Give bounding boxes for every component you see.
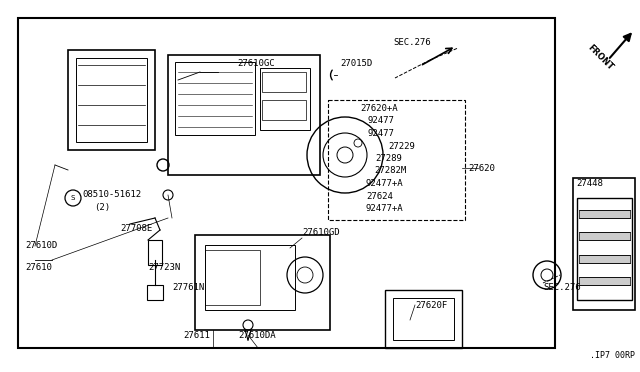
Text: 92477+A: 92477+A [366, 179, 404, 187]
Text: SEC.276: SEC.276 [543, 282, 580, 292]
Text: .IP7 00RP: .IP7 00RP [590, 351, 635, 360]
Text: 27610GD: 27610GD [302, 228, 340, 237]
Text: S: S [71, 195, 75, 201]
Bar [579, 255, 630, 263]
Bar [68, 50, 155, 150]
Bar [260, 68, 310, 130]
Text: 27610DA: 27610DA [238, 331, 276, 340]
Text: 27620F: 27620F [415, 301, 447, 311]
Bar [147, 285, 163, 300]
Text: 27015D: 27015D [340, 58, 372, 67]
Bar [262, 100, 306, 120]
Text: SEC.276: SEC.276 [393, 38, 431, 46]
Text: 27761N: 27761N [172, 283, 204, 292]
Bar [579, 210, 630, 218]
Text: 92477: 92477 [368, 128, 395, 138]
Bar [328, 100, 465, 220]
Bar [168, 55, 320, 175]
Bar [385, 290, 462, 348]
Text: FRONT: FRONT [586, 44, 614, 73]
Bar [18, 18, 555, 348]
Text: (2): (2) [94, 202, 110, 212]
Bar [393, 298, 454, 340]
Text: 27448: 27448 [577, 179, 604, 187]
Text: 27289: 27289 [375, 154, 402, 163]
Bar [577, 198, 632, 300]
Text: 27624: 27624 [366, 192, 393, 201]
Text: 27229: 27229 [388, 141, 415, 151]
Bar [579, 277, 630, 285]
Text: 27723N: 27723N [148, 263, 180, 273]
Bar [148, 240, 162, 265]
Bar [175, 62, 255, 135]
Text: 08510-51612: 08510-51612 [82, 189, 141, 199]
Text: 92477+A: 92477+A [366, 203, 404, 212]
Bar [76, 58, 147, 142]
Text: 27620+A: 27620+A [360, 103, 397, 112]
Text: 92477: 92477 [368, 115, 395, 125]
Bar [579, 232, 630, 240]
Bar [205, 245, 295, 310]
Text: 27620: 27620 [468, 164, 495, 173]
Bar [205, 250, 260, 305]
Text: 27708E: 27708E [120, 224, 152, 232]
Text: 27611: 27611 [183, 331, 210, 340]
Bar [262, 72, 306, 92]
Text: 27282M: 27282M [374, 166, 406, 174]
Text: 27610: 27610 [25, 263, 52, 273]
Text: 27610GC: 27610GC [237, 58, 275, 67]
Text: 27610D: 27610D [25, 241, 57, 250]
Bar [573, 178, 635, 310]
Bar [195, 235, 330, 330]
